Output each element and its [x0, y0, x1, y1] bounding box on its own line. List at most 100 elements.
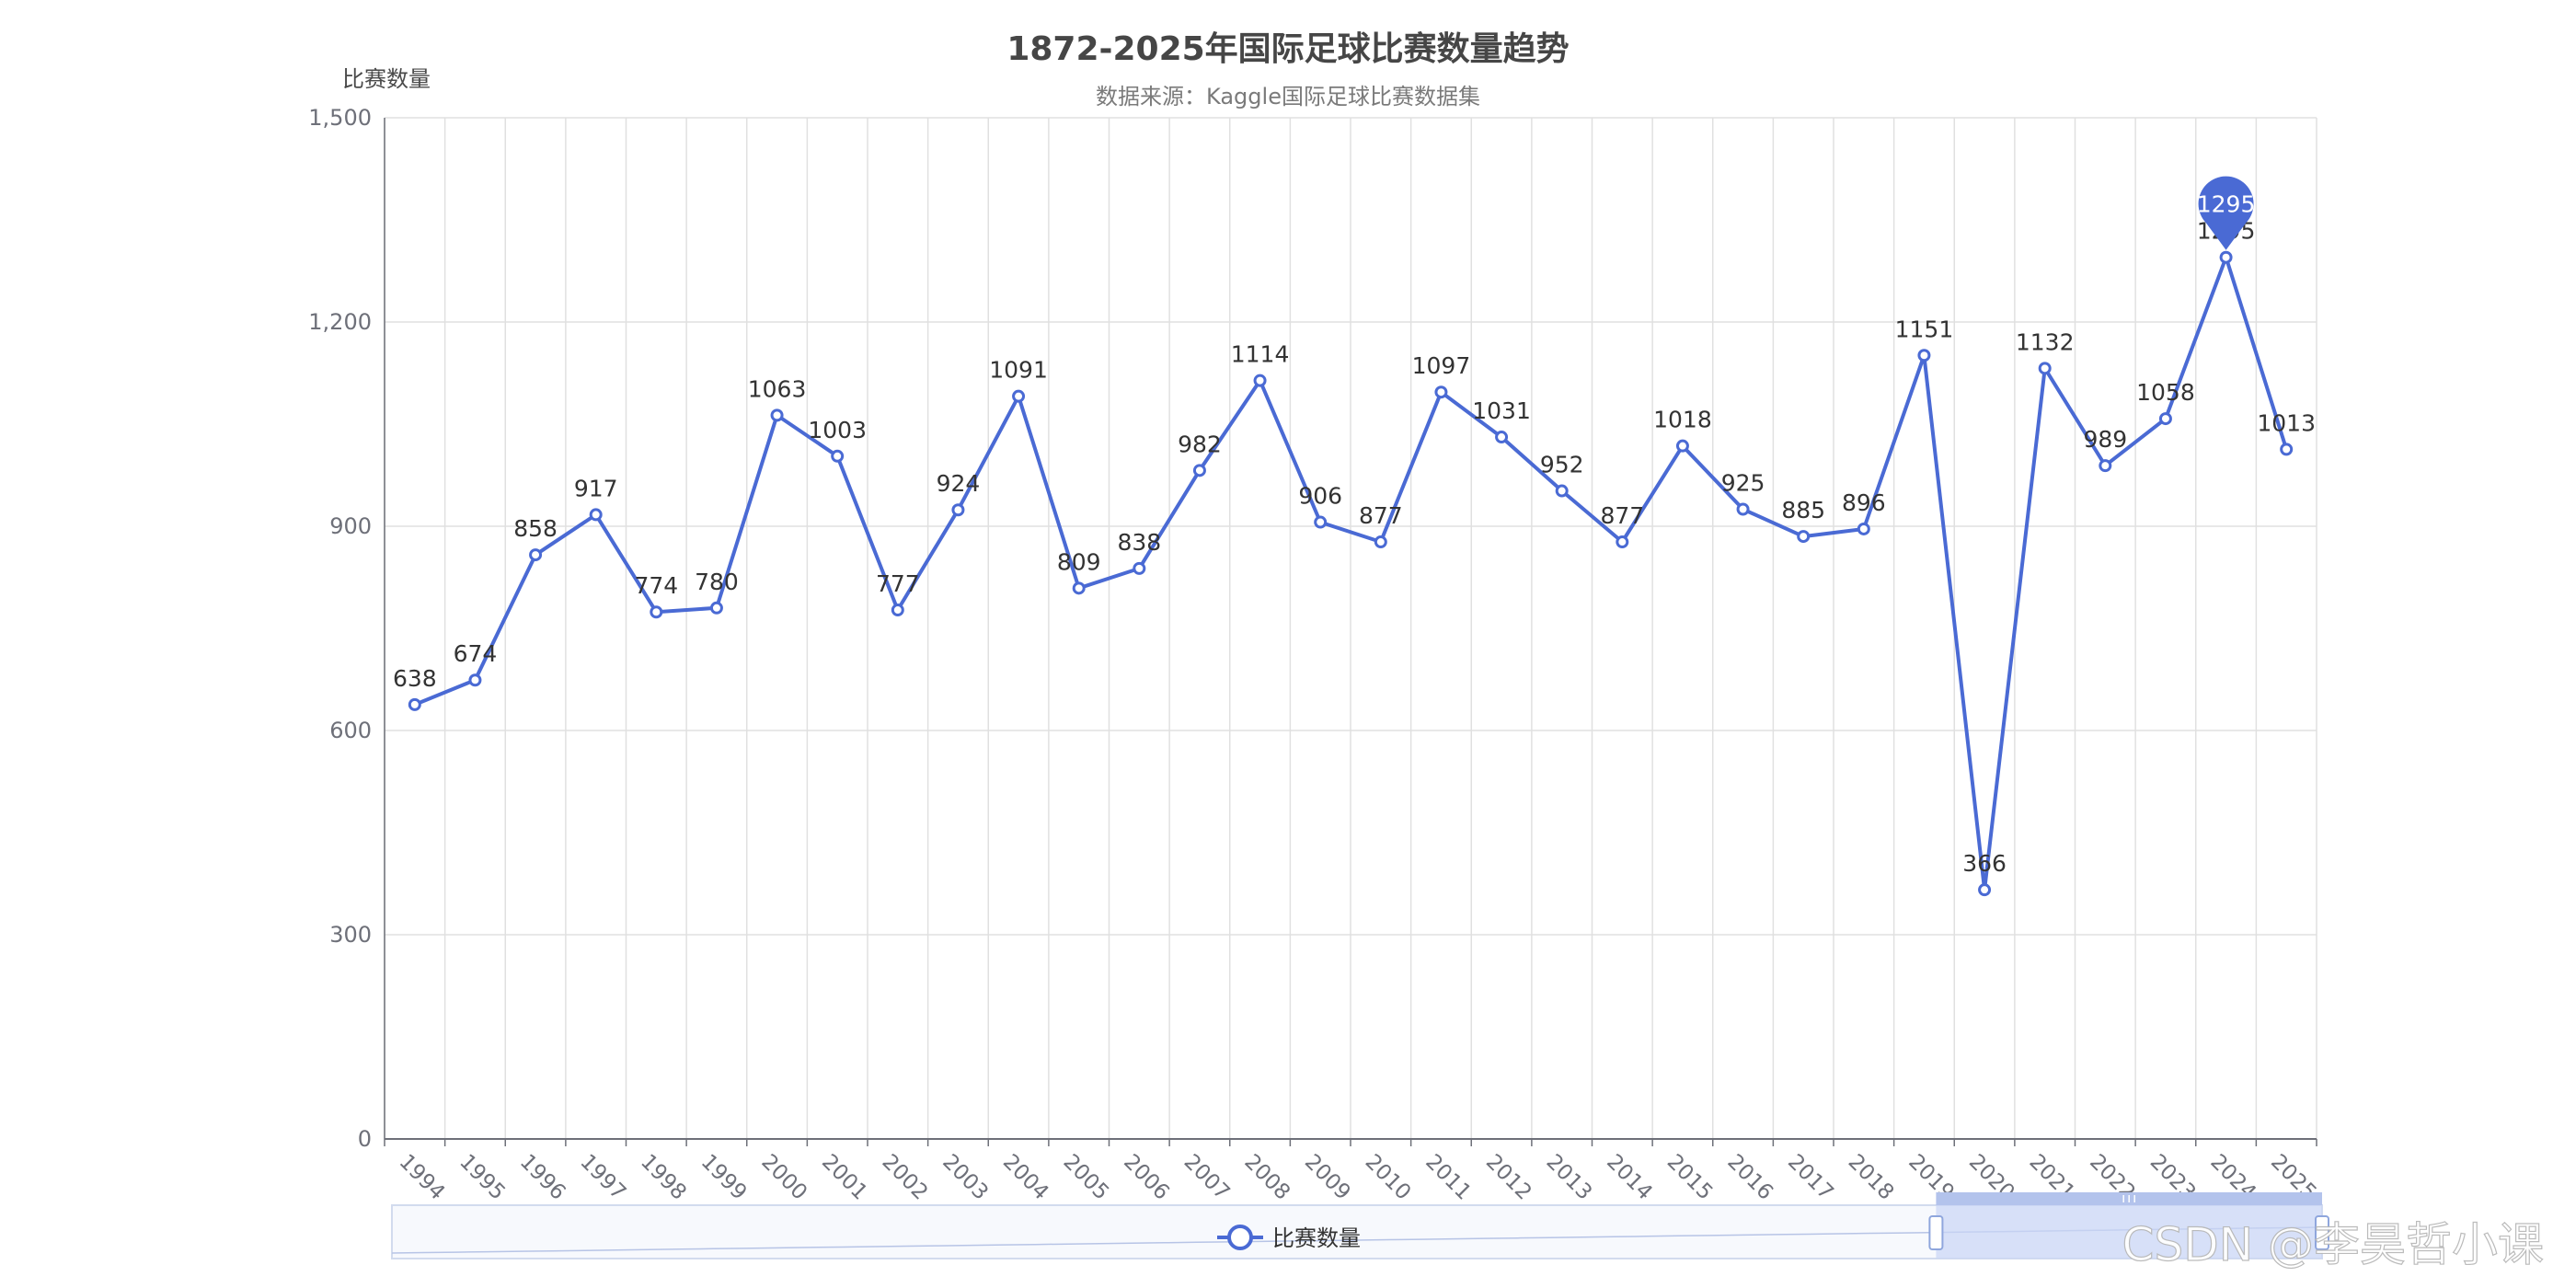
data-point: [1495, 431, 1509, 444]
data-zoom-right-handle-icon[interactable]: [2315, 1215, 2329, 1250]
data-point: [1072, 581, 1086, 595]
y-tick-label: 1,500: [308, 105, 372, 131]
chart-subtitle: 数据来源：Kaggle国际足球比赛数据集: [1096, 84, 1480, 109]
x-tick-label: 2009: [1300, 1150, 1355, 1205]
x-tick-label: 1994: [395, 1150, 450, 1205]
data-label: 838: [1117, 529, 1161, 556]
x-tick-label: 1999: [696, 1150, 752, 1205]
x-tick-label: 2017: [1783, 1150, 1838, 1205]
data-point: [891, 604, 904, 617]
x-tick-label: 1996: [515, 1150, 570, 1205]
data-point: [529, 548, 543, 562]
data-label: 638: [393, 665, 437, 692]
data-point: [2038, 362, 2052, 375]
data-point: [1736, 502, 1750, 516]
data-label: 982: [1178, 431, 1222, 457]
x-tick-label: 2015: [1662, 1150, 1718, 1205]
legend-circle-icon: [1227, 1225, 1253, 1250]
x-tick-label: 2001: [817, 1150, 872, 1205]
max-marker-label: 1295: [2197, 191, 2256, 218]
x-tick-label: 2018: [1844, 1150, 1899, 1205]
x-tick-label: 2011: [1420, 1150, 1476, 1205]
data-label: 1151: [1895, 316, 1954, 342]
y-tick-label: 600: [329, 718, 372, 743]
data-label: 858: [513, 515, 558, 542]
data-zoom-selection: [1936, 1205, 2322, 1259]
data-label: 809: [1057, 548, 1101, 575]
legend[interactable]: 比赛数量: [1217, 1225, 1361, 1251]
x-tick-label: 2005: [1058, 1150, 1113, 1205]
data-zoom-left-handle-icon[interactable]: [1928, 1215, 1944, 1250]
series-polyline: [414, 255, 2289, 892]
x-tick-label: 2003: [937, 1150, 993, 1205]
data-label: 906: [1298, 483, 1342, 510]
data-point: [408, 697, 421, 711]
data-label: 774: [634, 572, 678, 599]
series-line: [408, 250, 2294, 897]
data-label: 1003: [808, 417, 867, 443]
data-point: [1192, 464, 1206, 477]
data-point: [1616, 535, 1629, 549]
data-label: 1132: [2016, 328, 2075, 355]
x-tick-label: 1997: [575, 1150, 630, 1205]
data-label: 674: [454, 640, 498, 667]
x-tick-label: 2004: [998, 1150, 1053, 1205]
data-label: 1013: [2257, 409, 2316, 436]
y-tick-label: 900: [329, 513, 372, 539]
data-point: [770, 408, 784, 422]
x-tick-label: 2010: [1361, 1150, 1416, 1205]
max-marker: 1295: [2197, 176, 2256, 250]
data-point: [1675, 439, 1689, 453]
x-tick-label: 2006: [1119, 1150, 1174, 1205]
data-label: 917: [574, 475, 618, 501]
data-point: [1555, 484, 1569, 498]
data-label: 924: [937, 470, 981, 497]
data-label: 877: [1359, 502, 1403, 529]
data-point: [951, 503, 965, 517]
data-point: [709, 601, 723, 615]
axes: 0 300 600 900 1,200 1,500 1994 1995 1996 1997 1998…: [308, 105, 2320, 1205]
data-label: 1018: [1653, 407, 1712, 433]
watermark: CSDN @李昊哲小课: [2122, 1218, 2544, 1271]
data-point: [589, 508, 603, 522]
data-point: [468, 673, 482, 687]
data-point: [1374, 535, 1387, 549]
data-label: 1058: [2136, 379, 2195, 406]
data-point: [1012, 389, 1026, 403]
x-tick-label: 2000: [756, 1150, 811, 1205]
data-label: 877: [1600, 502, 1644, 529]
data-zoom-slider[interactable]: [391, 1192, 2329, 1259]
data-label: 896: [1842, 489, 1886, 516]
x-tick-label: 1998: [636, 1150, 691, 1205]
data-point: [2099, 459, 2112, 473]
data-label: 925: [1721, 470, 1765, 497]
data-point: [2158, 412, 2172, 426]
data-label: 885: [1781, 497, 1825, 523]
legend-label: 比赛数量: [1272, 1225, 1361, 1251]
x-tick-label: 2012: [1481, 1150, 1536, 1205]
x-tick-label: 2014: [1602, 1150, 1657, 1205]
data-point: [2280, 443, 2294, 456]
x-tick-label: 2016: [1722, 1150, 1777, 1205]
x-tick-label: 2002: [878, 1150, 933, 1205]
data-label: 780: [695, 569, 739, 595]
chart-title: 1872-2025年国际足球比赛数量趋势: [1006, 30, 1569, 68]
data-point: [2219, 250, 2233, 264]
data-label: 1114: [1231, 341, 1290, 368]
data-label: 1063: [748, 375, 807, 402]
data-point: [1314, 515, 1328, 529]
data-point: [650, 605, 663, 619]
data-point: [1857, 522, 1870, 535]
max-marker-pin-icon: [2198, 176, 2254, 250]
y-tick-label: 0: [358, 1126, 372, 1152]
data-label: 989: [2083, 426, 2127, 453]
x-tick-label: 2008: [1239, 1150, 1294, 1205]
data-label: 1031: [1472, 397, 1531, 424]
data-point: [1797, 530, 1811, 544]
data-point: [1978, 883, 1992, 897]
data-label: 1097: [1412, 352, 1471, 379]
data-label: 777: [876, 570, 920, 597]
data-label: 952: [1540, 452, 1584, 478]
y-tick-label: 1,200: [308, 309, 372, 335]
